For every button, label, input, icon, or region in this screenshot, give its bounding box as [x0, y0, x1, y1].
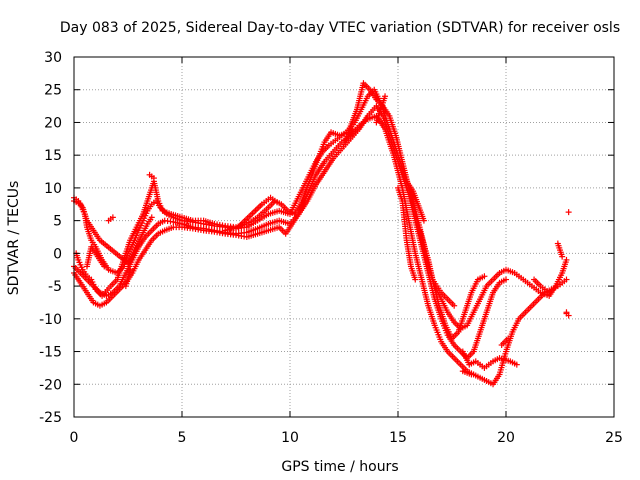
x-tick-label: 20	[497, 430, 515, 446]
data-point	[513, 361, 520, 368]
x-tick-label: 15	[389, 430, 407, 446]
data-point	[148, 214, 155, 221]
data-point	[274, 199, 281, 206]
data-point	[503, 276, 509, 283]
y-tick-label: 15	[44, 148, 62, 164]
data-point	[412, 276, 419, 283]
data-point	[481, 273, 488, 280]
y-tick-label: -25	[39, 410, 62, 426]
y-tick-label: -20	[39, 377, 62, 393]
axis-ticks: 0 5 10 15 20 25 30 25 20 15 10 5 0 -5 -10 -15 -20 -25	[39, 50, 623, 446]
data-point	[563, 276, 570, 283]
y-tick-label: 25	[44, 83, 62, 99]
y-tick-label: -5	[48, 279, 62, 295]
data-point	[150, 175, 157, 182]
data-point	[559, 253, 566, 260]
plot-frame	[73, 56, 615, 418]
data-point	[546, 289, 553, 296]
x-axis-label: GPS time / hours	[281, 459, 398, 475]
data-point	[101, 263, 108, 270]
grid	[74, 57, 614, 417]
data-point	[127, 266, 134, 273]
y-tick-label: -10	[39, 312, 62, 328]
y-tick-label: 5	[53, 214, 62, 230]
data-point	[109, 214, 116, 221]
y-tick-label: 30	[44, 50, 62, 66]
x-tick-label: 25	[605, 430, 623, 446]
y-tick-label: 10	[44, 181, 62, 197]
y-tick-label: -15	[39, 345, 62, 361]
x-tick-label: 10	[281, 430, 299, 446]
y-axis-label: SDTVAR / TECUs	[6, 181, 22, 296]
data-point	[382, 93, 389, 100]
data-point	[420, 217, 427, 224]
chart-title: Day 083 of 2025, Sidereal Day-to-day VTE…	[60, 20, 620, 36]
data-point	[565, 312, 572, 319]
data-point	[349, 126, 356, 132]
data-point	[565, 209, 572, 216]
data-point	[505, 335, 512, 342]
data-point	[563, 256, 570, 263]
x-tick-label: 0	[70, 430, 79, 446]
data-points	[71, 80, 572, 388]
y-tick-label: 20	[44, 115, 62, 131]
x-tick-label: 5	[178, 430, 187, 446]
data-point	[468, 371, 475, 378]
y-tick-label: 0	[53, 246, 62, 262]
data-point	[451, 302, 458, 309]
